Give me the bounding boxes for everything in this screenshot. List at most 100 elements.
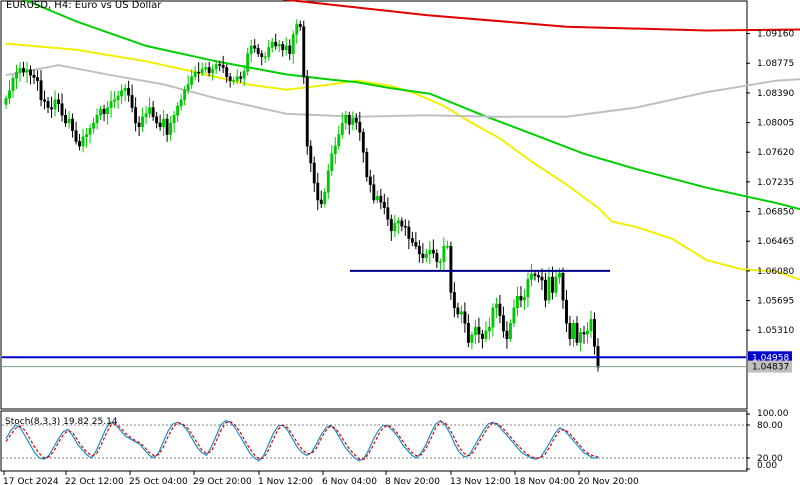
candle-body — [8, 90, 11, 99]
y-tick-label: 1.06465 — [757, 237, 794, 247]
candle-body — [197, 71, 201, 74]
candle-body — [81, 136, 85, 147]
candle-body — [375, 195, 379, 201]
stoch-level-label: 20.00 — [757, 454, 783, 464]
candle-body — [473, 326, 477, 336]
candle-body — [438, 261, 442, 263]
candle-body — [393, 222, 397, 232]
candle-body — [246, 53, 250, 72]
y-tick-label: 1.08390 — [757, 89, 794, 99]
candle-body — [99, 108, 103, 116]
candle-body — [442, 245, 446, 262]
candle-body — [466, 323, 470, 343]
candle-body — [431, 249, 435, 254]
x-tick-label: 22 Oct 12:00 — [65, 477, 124, 485]
candle-body — [386, 207, 390, 220]
candle-body — [281, 44, 285, 51]
candle-body — [529, 273, 533, 280]
candle-body — [491, 307, 495, 328]
candle-body — [389, 219, 393, 232]
candle-body — [32, 74, 36, 78]
y-tick-label: 1.07620 — [757, 148, 794, 158]
candle-body — [498, 303, 502, 316]
candle-body — [109, 101, 113, 108]
candle-body — [435, 252, 439, 262]
candle-body — [134, 107, 138, 124]
candle-body — [477, 326, 481, 335]
candle-body — [218, 64, 222, 66]
candle-body — [309, 145, 313, 164]
candle-body — [407, 226, 411, 239]
candle-body — [4, 98, 8, 105]
candle-body — [11, 78, 15, 91]
candle-body — [400, 220, 404, 227]
candle-body — [340, 122, 344, 135]
candle-body — [558, 272, 561, 278]
candle-body — [85, 134, 89, 138]
candle-body — [239, 76, 243, 79]
candle-body — [579, 332, 582, 343]
candle-body — [183, 89, 187, 101]
candle-body — [445, 245, 449, 248]
moving-average-line — [22, 0, 800, 211]
candle-body — [344, 114, 348, 124]
x-tick-label: 17 Oct 2024 — [3, 477, 59, 485]
candle-body — [71, 118, 75, 131]
stoch-level-label: 0.00 — [757, 461, 777, 471]
candle-body — [256, 47, 260, 54]
candle-body — [249, 45, 253, 54]
candle-body — [487, 326, 491, 332]
candles — [4, 19, 600, 372]
candle-body — [67, 118, 71, 124]
candle-body — [211, 68, 215, 74]
x-tick-label: 18 Nov 04:00 — [514, 477, 575, 485]
candle-body — [60, 103, 64, 116]
y-tick-label: 1.06850 — [757, 208, 794, 218]
candle-body — [568, 323, 572, 339]
stoch-signal-line — [5, 421, 599, 460]
candle-body — [347, 114, 351, 125]
candle-body — [544, 279, 547, 301]
candle-body — [186, 84, 190, 91]
candle-body — [106, 107, 110, 114]
candle-body — [225, 67, 229, 77]
candle-body — [361, 131, 365, 153]
candle-body — [593, 319, 596, 347]
candle-body — [295, 24, 299, 35]
candle-body — [463, 311, 467, 324]
candle-body — [586, 330, 589, 335]
candle-body — [221, 64, 225, 68]
stoch-label: Stoch(8,3,3) 19.82 25.14 — [5, 417, 118, 427]
x-tick-label: 8 Nov 20:00 — [385, 477, 440, 485]
candle-body — [57, 99, 60, 104]
candle-body — [127, 88, 131, 96]
candle-body — [456, 307, 460, 315]
candle-body — [365, 151, 369, 178]
current-price-label: 1.04837 — [752, 363, 789, 373]
candle-body — [46, 101, 50, 108]
candle-body — [533, 273, 537, 276]
candle-body — [130, 94, 134, 108]
candle-body — [449, 245, 453, 293]
candle-body — [547, 276, 551, 301]
y-tick-label: 1.06080 — [757, 267, 794, 277]
candle-body — [25, 69, 29, 73]
stoch-panel-frame — [0, 410, 748, 472]
candle-body — [50, 107, 53, 110]
candle-body — [179, 99, 183, 107]
candle-body — [113, 99, 117, 102]
candle-body — [522, 296, 526, 301]
x-tick-label: 13 Nov 12:00 — [450, 477, 511, 485]
candle-body — [302, 26, 306, 77]
candle-body — [319, 199, 323, 205]
candle-body — [158, 122, 162, 128]
y-tick-label: 1.05695 — [757, 297, 794, 307]
candle-body — [267, 47, 271, 57]
candle-body — [512, 307, 516, 324]
candle-body — [459, 311, 463, 315]
x-tick-label: 1 Nov 12:00 — [258, 477, 313, 485]
candle-body — [29, 69, 32, 76]
candle-body — [470, 334, 474, 343]
candle-body — [351, 118, 355, 125]
